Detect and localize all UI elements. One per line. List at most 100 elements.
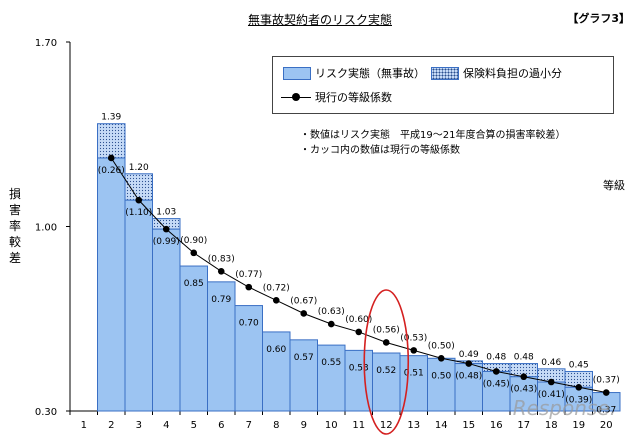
bar-value-label: 0.49 bbox=[459, 350, 479, 360]
coefficient-point bbox=[492, 368, 500, 375]
bar bbox=[234, 305, 263, 412]
bar bbox=[124, 199, 153, 412]
data-labels: 1.39 (0.26) 1.20 (1.10) 1.03 (0.99) (0.90) 0.85… bbox=[98, 113, 620, 416]
coefficient-point bbox=[217, 268, 225, 275]
coefficient-point bbox=[300, 310, 308, 317]
coef-value-label: (0.60) bbox=[345, 315, 372, 325]
chart-title: 無事故契約者のリスク実態 bbox=[247, 13, 392, 27]
graph-label: 【グラフ3】 bbox=[567, 12, 630, 25]
x-tick-label: 11 bbox=[352, 420, 365, 431]
bar-value-label: 0.53 bbox=[349, 363, 369, 373]
coef-value-label: (0.41) bbox=[538, 390, 565, 400]
legend-item-gap: 保険料負担の過小分 bbox=[431, 65, 562, 81]
bar-value-label: 0.55 bbox=[321, 358, 341, 368]
x-tick-label: 12 bbox=[380, 420, 393, 431]
x-tick-label: 4 bbox=[163, 420, 169, 431]
coef-value-label: (0.43) bbox=[510, 385, 537, 395]
bar bbox=[179, 265, 208, 412]
coefficient-point bbox=[245, 283, 253, 291]
bar bbox=[372, 352, 401, 412]
coefficient-point bbox=[437, 354, 445, 362]
x-tick-label: 16 bbox=[490, 420, 503, 431]
bar bbox=[427, 357, 456, 412]
bar-value-label: 0.60 bbox=[266, 345, 286, 355]
y-tick-label: 1.70 bbox=[35, 38, 57, 49]
y-tick-label: 1.00 bbox=[35, 223, 57, 234]
legend-label-gap: 保険料負担の過小分 bbox=[463, 67, 562, 80]
bar bbox=[482, 370, 511, 412]
bar-value-label: 1.39 bbox=[101, 113, 121, 123]
bar-value-label: 0.57 bbox=[294, 353, 314, 363]
coef-value-label: (0.26) bbox=[98, 166, 125, 176]
x-tick-label: 8 bbox=[273, 420, 279, 431]
coef-value-label: (0.39) bbox=[565, 395, 592, 405]
gap-segment bbox=[97, 123, 126, 159]
highlight-ellipse bbox=[363, 289, 410, 435]
bar-value-label: 1.20 bbox=[129, 163, 149, 173]
x-tick-label: 13 bbox=[407, 420, 420, 431]
bar bbox=[262, 331, 291, 412]
coefficient-point bbox=[465, 360, 473, 367]
coef-value-label: (0.48) bbox=[455, 372, 482, 382]
bar bbox=[454, 363, 483, 412]
coefficient-point bbox=[162, 225, 170, 233]
coefficient-point bbox=[107, 154, 115, 162]
coef-value-label: (0.67) bbox=[290, 296, 317, 306]
bar-value-label: 1.03 bbox=[156, 208, 176, 218]
bar-value-label: 0.70 bbox=[239, 319, 259, 329]
x-tick-label: 15 bbox=[462, 420, 475, 431]
legend-label-line: 現行の等級係数 bbox=[315, 91, 392, 104]
x-tick-label: 10 bbox=[325, 420, 338, 431]
bar-value-label: 0.51 bbox=[404, 369, 424, 379]
coef-value-label: (0.50) bbox=[428, 341, 455, 351]
legend-item-real: リスク実態（無事故） bbox=[283, 65, 425, 81]
legend-line-marker bbox=[281, 92, 311, 103]
coef-value-label: (0.37) bbox=[593, 376, 620, 386]
bar-value-label: 0.79 bbox=[211, 295, 231, 305]
bar-value-label: 0.48 bbox=[514, 353, 534, 363]
x-tick-label: 18 bbox=[545, 420, 558, 431]
y-axis-label: 損害率較差 bbox=[8, 187, 21, 265]
legend: リスク実態（無事故） 保険料負担の過小分 現行の等級係数 bbox=[272, 56, 614, 114]
highlight bbox=[363, 289, 410, 435]
coefficient-point bbox=[135, 196, 143, 204]
x-tick-label: 7 bbox=[246, 420, 252, 431]
coefficient-point bbox=[575, 383, 583, 391]
bar bbox=[317, 344, 346, 412]
coefficient-point bbox=[355, 328, 363, 336]
x-tick-label: 14 bbox=[435, 420, 448, 431]
coefficient-point bbox=[327, 320, 335, 328]
coefficient-point bbox=[547, 378, 555, 386]
coef-value-label: (0.99) bbox=[153, 237, 180, 247]
x-tick-label: 20 bbox=[600, 420, 613, 431]
x-tick-label: 5 bbox=[191, 420, 197, 431]
coef-value-label: (0.56) bbox=[373, 325, 400, 335]
bar-value-label: 0.85 bbox=[184, 279, 204, 289]
coef-value-label: (0.72) bbox=[263, 283, 290, 293]
bar-value-label: 0.37 bbox=[596, 406, 616, 416]
bar bbox=[207, 281, 236, 412]
note-line: ・カッコ内の数値は現行の等級係数 bbox=[300, 145, 460, 156]
axes: 0.301.001.701 2 3 4 5 6 7 8 9 10 11 12 13 14 15 16 17 18 1… bbox=[35, 38, 625, 431]
coef-value-label: (1.10) bbox=[125, 208, 152, 218]
watermark: Response. bbox=[512, 396, 616, 420]
bar-value-label: 0.48 bbox=[486, 353, 506, 363]
coefficient-point bbox=[410, 347, 418, 354]
x-tick-label: 1 bbox=[81, 420, 87, 431]
gap-segment bbox=[124, 173, 153, 201]
legend-item-line: 現行の等級係数 bbox=[281, 89, 392, 105]
coefficient-point bbox=[520, 373, 528, 381]
coef-value-label: (0.83) bbox=[208, 254, 235, 264]
x-tick-label: 2 bbox=[108, 420, 114, 431]
legend-swatch-real bbox=[283, 66, 311, 80]
x-tick-label: 6 bbox=[218, 420, 224, 431]
bar bbox=[289, 339, 318, 412]
coefficient-point bbox=[382, 339, 390, 346]
x-tick-label: 19 bbox=[572, 420, 585, 431]
bars bbox=[97, 123, 621, 412]
coef-value-label: (0.45) bbox=[483, 379, 510, 389]
bar-value-label: 0.46 bbox=[541, 358, 561, 368]
coefficient-point bbox=[602, 389, 610, 396]
bar bbox=[97, 157, 126, 412]
coefficient-line bbox=[107, 154, 610, 396]
